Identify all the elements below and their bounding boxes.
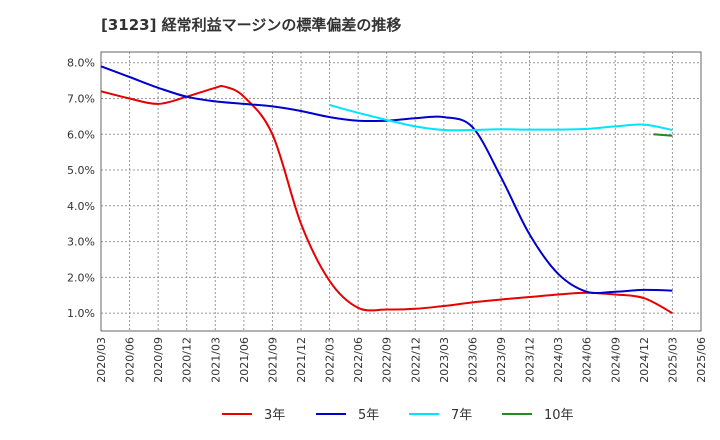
x-tick-label: 2021/12 [295,337,308,383]
x-tick-label: 2020/06 [124,337,137,383]
legend-label-7年: 7年 [451,408,472,423]
x-tick-label: 2022/09 [381,337,394,383]
y-tick-label: 8.0% [67,57,95,70]
y-axis: 1.0% 2.0% 3.0% 4.0% 5.0% 6.0% 7.0% 8.0% [67,57,95,320]
x-tick-label: 2022/06 [352,337,365,383]
x-tick-label: 2025/06 [695,337,708,383]
y-tick-label: 6.0% [67,128,95,141]
y-tick-label: 5.0% [67,164,95,177]
x-tick-label: 2024/09 [609,337,622,383]
x-tick-label: 2024/06 [581,337,594,383]
series-lines [100,65,673,314]
x-tick-label: 2022/03 [324,337,337,383]
x-tick-label: 2023/09 [495,337,508,383]
legend-label-10年: 10年 [544,408,574,423]
x-tick-label: 2023/06 [466,337,479,383]
series-line-10年 [653,133,673,137]
x-tick-label: 2022/12 [409,337,422,383]
x-tick-label: 2020/03 [95,337,108,383]
x-tick-label: 2021/06 [238,337,251,383]
chart-title: [3123] 経常利益マージンの標準偏差の推移 [101,16,402,34]
x-axis: 2020/03 2020/06 2020/09 2020/12 2021/03 2021/… [95,337,708,383]
x-tick-label: 2023/12 [524,337,537,383]
x-tick-label: 2024/12 [638,337,651,383]
legend-label-5年: 5年 [358,408,379,423]
x-tick-label: 2020/12 [181,337,194,383]
x-tick-label: 2021/09 [266,337,279,383]
legend-label-3年: 3年 [264,408,285,423]
series-line-7年 [329,103,673,132]
x-tick-label: 2021/03 [209,337,222,383]
y-tick-label: 3.0% [67,236,95,249]
y-tick-label: 7.0% [67,93,95,106]
y-tick-label: 1.0% [67,307,95,320]
x-tick-label: 2024/03 [552,337,565,383]
grid-lines [101,52,701,331]
x-tick-label: 2020/09 [152,337,165,383]
y-tick-label: 2.0% [67,271,95,284]
legend: 3年 5年 7年 10年 [222,408,574,423]
x-tick-label: 2023/03 [438,337,451,383]
series-line-3年 [100,84,673,314]
x-tick-label: 2025/03 [666,337,679,383]
plot-area-frame [100,51,702,332]
y-tick-label: 4.0% [67,200,95,213]
